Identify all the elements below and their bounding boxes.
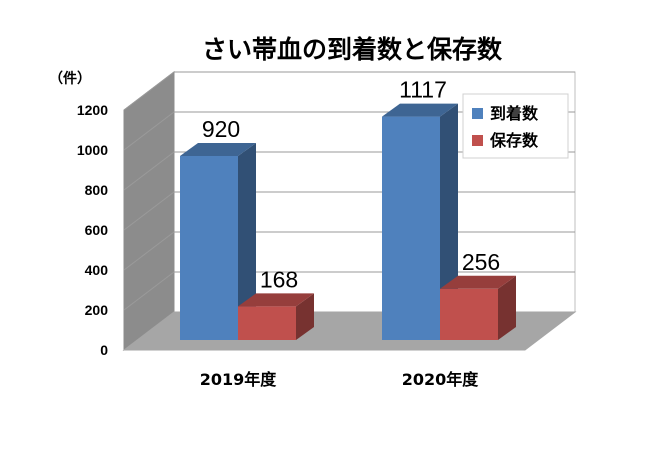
legend-box <box>462 93 569 159</box>
x-category-label: 2020年度 <box>402 370 480 389</box>
data-labels: 920 168 1117 256 <box>202 77 500 293</box>
gridline <box>123 71 575 111</box>
legend-label: 到着数 <box>490 104 539 123</box>
bar-side <box>296 293 314 340</box>
y-tick-label: 1200 <box>77 102 108 118</box>
bar <box>180 156 238 340</box>
legend-label: 保存数 <box>489 131 539 150</box>
y-axis-unit-label: （件） <box>49 70 91 87</box>
x-axis-categories: 2019年度 2020年度 <box>200 370 480 389</box>
x-category-label: 2019年度 <box>200 370 278 389</box>
bar <box>238 306 296 340</box>
y-tick-label: 0 <box>100 342 108 358</box>
bar-top <box>238 293 314 307</box>
chart-title: さい帯血の到着数と保存数 <box>202 35 503 64</box>
bar-side <box>238 143 256 340</box>
bar <box>440 288 498 340</box>
data-label: 1117 <box>399 77 447 103</box>
y-tick-label: 200 <box>85 302 109 318</box>
y-tick-label: 1000 <box>77 142 108 158</box>
data-label: 168 <box>260 266 298 292</box>
y-axis-ticks: 0 200 400 600 800 1000 1200 <box>77 102 108 358</box>
y-tick-label: 800 <box>85 182 109 198</box>
data-label: 256 <box>462 249 500 275</box>
legend-swatch <box>472 108 483 119</box>
y-tick-label: 600 <box>85 222 109 238</box>
bar <box>382 116 440 340</box>
bar-top <box>440 275 516 289</box>
bar-top <box>180 143 256 156</box>
bars <box>180 103 516 340</box>
y-tick-label: 400 <box>85 262 109 278</box>
legend-swatch <box>472 135 483 146</box>
bar-side <box>498 275 516 340</box>
bar-top <box>382 103 458 117</box>
data-label: 920 <box>202 116 240 142</box>
